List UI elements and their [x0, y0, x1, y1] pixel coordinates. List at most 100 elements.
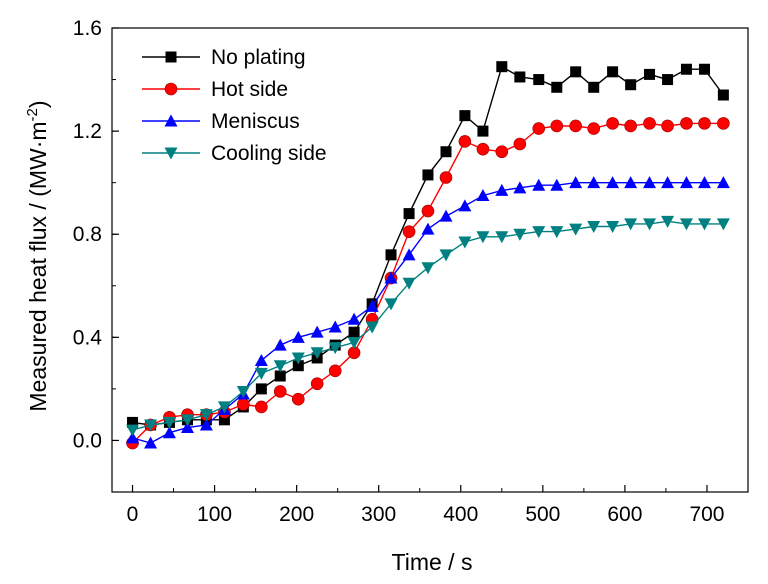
data-point-cooling-side — [162, 416, 176, 429]
legend-label-meniscus: Meniscus — [211, 110, 300, 133]
data-point-cooling-side — [439, 249, 453, 262]
data-point-hot-side — [532, 122, 546, 135]
data-point-meniscus — [624, 176, 638, 189]
data-point-no-plating — [699, 63, 711, 75]
data-point-cooling-side — [550, 226, 564, 239]
data-point-cooling-side — [217, 401, 231, 414]
data-point-cooling-side — [698, 218, 712, 231]
data-point-hot-side — [310, 377, 324, 391]
data-point-cooling-side — [144, 419, 158, 432]
legend-label-hot-side: Hot side — [211, 78, 288, 101]
data-point-meniscus — [495, 183, 509, 196]
data-point-hot-side — [587, 122, 601, 135]
series-line-cooling-side — [132, 220, 724, 431]
data-point-meniscus — [458, 199, 472, 212]
data-point-no-plating — [496, 61, 508, 73]
data-point-meniscus — [254, 354, 268, 367]
data-point-meniscus — [162, 426, 176, 439]
data-point-hot-side — [661, 119, 674, 133]
data-point-cooling-side — [587, 220, 601, 233]
y-axis-title-main: Measured heat flux / (MW·m — [25, 121, 51, 411]
data-point-hot-side — [439, 171, 453, 184]
data-point-cooling-side — [476, 231, 490, 244]
data-point-meniscus — [421, 222, 435, 235]
data-point-hot-side — [458, 135, 472, 148]
data-point-hot-side — [328, 364, 342, 378]
data-point-meniscus — [606, 176, 620, 189]
x-tick-label: 0 — [127, 503, 139, 526]
data-point-no-plating — [422, 169, 434, 181]
data-point-no-plating — [533, 74, 545, 86]
data-point-cooling-side — [347, 336, 361, 349]
svg-text:Measured heat flux / (MW·m-2): Measured heat flux / (MW·m-2) — [24, 100, 51, 411]
data-point-hot-side — [402, 225, 416, 238]
data-point-cooling-side — [291, 352, 305, 365]
y-tick-label: 1.6 — [73, 17, 102, 40]
data-point-no-plating — [403, 208, 415, 220]
data-point-cooling-side — [513, 228, 527, 241]
data-point-no-plating — [625, 79, 637, 91]
data-point-no-plating — [255, 383, 267, 395]
data-point-hot-side — [606, 117, 619, 130]
data-point-no-plating — [292, 360, 304, 372]
data-point-no-plating — [348, 326, 360, 338]
data-point-cooling-side — [310, 347, 324, 360]
data-point-meniscus — [513, 181, 527, 194]
data-point-no-plating — [218, 414, 230, 426]
legend: No plating Hot side Meniscus Cooling side — [142, 46, 327, 165]
data-point-no-plating — [662, 74, 674, 86]
data-point-meniscus — [439, 209, 453, 222]
legend-marker-meniscus — [164, 114, 178, 127]
data-point-cooling-side — [624, 218, 638, 231]
x-tick-label: 300 — [361, 503, 396, 526]
y-tick-label: 0.8 — [73, 223, 102, 246]
data-point-hot-side — [550, 119, 564, 133]
legend-label-no-plating: No plating — [211, 46, 306, 69]
data-point-cooling-side — [532, 226, 546, 239]
y-axis-title-close: ) — [25, 100, 51, 108]
axes: 0 100 200 300 400 500 600 700 0.0 0.4 0.8 1.2 1.6 — [73, 17, 749, 526]
x-tick-label: 100 — [197, 503, 232, 526]
data-point-cooling-side — [421, 262, 435, 275]
data-point-no-plating — [588, 81, 600, 93]
data-point-meniscus — [587, 176, 601, 189]
data-point-meniscus — [347, 312, 361, 325]
data-point-meniscus — [199, 418, 213, 431]
data-point-meniscus — [643, 176, 657, 189]
data-point-hot-side — [569, 119, 582, 133]
x-axis-title: Time / s — [392, 549, 473, 575]
data-point-meniscus — [569, 176, 583, 189]
data-point-meniscus — [365, 299, 379, 312]
data-point-meniscus — [532, 178, 546, 191]
legend-marker-hot-side — [164, 82, 178, 96]
data-point-no-plating — [459, 110, 471, 122]
data-point-hot-side — [291, 392, 305, 406]
data-point-hot-side — [680, 117, 693, 130]
x-tick-label: 500 — [525, 503, 560, 526]
data-point-cooling-side — [716, 218, 730, 231]
data-point-hot-side — [717, 117, 730, 130]
x-tick-label: 400 — [443, 503, 478, 526]
x-tick-label: 700 — [689, 503, 724, 526]
data-point-no-plating — [680, 63, 692, 75]
data-point-hot-side — [273, 385, 287, 398]
data-point-hot-side — [624, 119, 637, 133]
data-point-cooling-side — [679, 218, 693, 231]
data-point-meniscus — [180, 421, 194, 434]
data-point-hot-side — [698, 117, 711, 130]
data-point-cooling-side — [402, 277, 416, 290]
data-point-hot-side — [237, 398, 250, 411]
data-point-hot-side — [643, 117, 656, 130]
y-axis-title-exponent: -2 — [24, 108, 41, 121]
data-point-meniscus — [402, 248, 416, 261]
y-tick-label: 0.4 — [73, 326, 103, 349]
y-axis-title: Measured heat flux / (MW·m-2) — [24, 100, 51, 411]
data-point-meniscus — [384, 271, 398, 284]
data-point-cooling-side — [328, 342, 342, 355]
y-tick-label: 0.0 — [73, 429, 102, 452]
data-point-meniscus — [328, 320, 342, 333]
data-point-meniscus — [273, 338, 287, 351]
data-point-no-plating — [570, 66, 582, 78]
data-point-no-plating — [551, 81, 563, 93]
